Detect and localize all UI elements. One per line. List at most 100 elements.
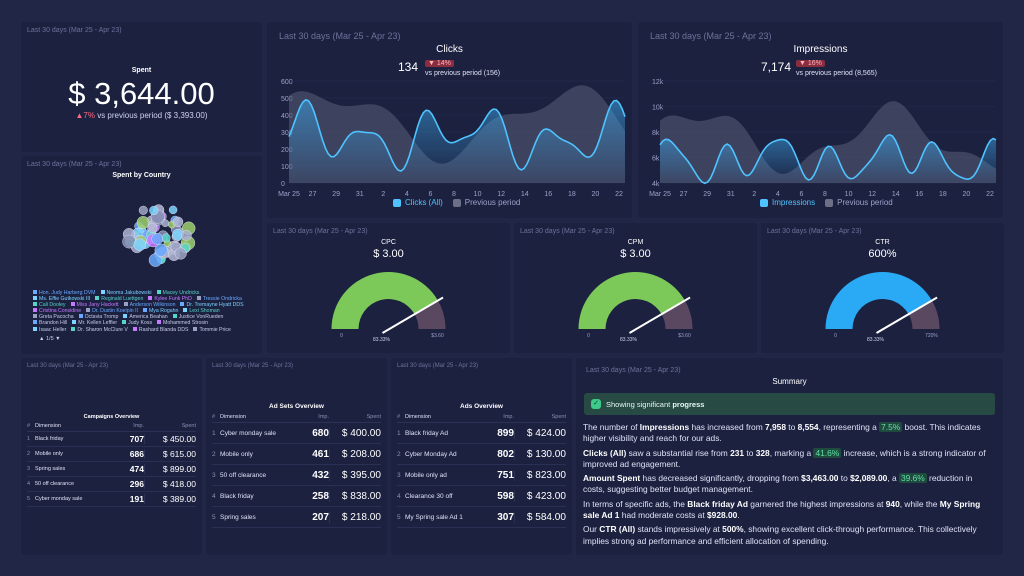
- row-impressions: 802: [497, 448, 514, 460]
- caret-down-icon[interactable]: ▼: [55, 336, 61, 342]
- legend-item[interactable]: Dr. Dustin Koelpin II: [86, 308, 138, 314]
- legend-item[interactable]: Miss Jany Hackett: [70, 302, 119, 308]
- x-tick-label: 18: [568, 191, 576, 197]
- impressions-legend[interactable]: Impressions Previous period: [760, 198, 893, 207]
- progress-icon: ✓: [591, 399, 601, 409]
- caret-up-icon[interactable]: ▲: [39, 336, 45, 342]
- checkbox-icon[interactable]: [452, 198, 461, 207]
- country-bubble: [181, 230, 192, 241]
- table-row[interactable]: 2 Mobile only 461 $ 208.00: [212, 444, 381, 465]
- legend-item[interactable]: Cristina Considine: [33, 308, 81, 314]
- column-header[interactable]: #: [397, 414, 401, 420]
- legend-swatch-icon: [33, 320, 37, 325]
- legend-item[interactable]: Dr. Tremayne Hyatt DDS: [180, 302, 244, 308]
- checkbox-icon[interactable]: [760, 198, 768, 207]
- row-spent: $ 395.00: [329, 469, 381, 481]
- table-row[interactable]: 4 50 off clearance 296 $ 418.00: [27, 477, 196, 492]
- impressions-area-chart[interactable]: 12k 10k 8k 6k 4k Mar 25 27 29 31 2 4 6 8 10 12 14 16 18 20…: [638, 77, 1003, 197]
- legend-item[interactable]: Brandon Hill: [33, 320, 67, 326]
- legend-item[interactable]: Isaac Heller: [33, 326, 66, 333]
- legend-item[interactable]: Hon. Judy Harberg DVM: [33, 290, 96, 296]
- table-row[interactable]: 3 Spring sales 474 $ 899.00: [27, 462, 196, 477]
- country-bubble: [168, 205, 178, 215]
- legend-item[interactable]: Octavia Tromp: [78, 314, 118, 320]
- legend-item[interactable]: Neoma Jakubowski: [100, 290, 152, 296]
- legend-swatch-icon: [142, 308, 147, 313]
- column-header[interactable]: #: [212, 414, 216, 420]
- table-row[interactable]: 5 My Spring sale Ad 1 307 $ 584.00: [397, 507, 566, 528]
- legend-item[interactable]: Macey Undricks: [156, 290, 199, 296]
- x-tick-label: 12: [497, 191, 505, 197]
- legend-pager[interactable]: ▲ 1/5 ▼: [39, 336, 61, 342]
- legend-page: 1/5: [45, 336, 54, 342]
- column-header[interactable]: Dimension: [35, 423, 61, 429]
- column-header[interactable]: Spent: [181, 423, 196, 429]
- legend-item[interactable]: Anderson Wilkinson: [123, 302, 175, 308]
- y-tick-label: 10k: [652, 105, 664, 112]
- column-header[interactable]: Imp.: [133, 423, 144, 429]
- legend-item[interactable]: Tressie Ondricka: [196, 296, 242, 302]
- table-row[interactable]: 5 Spring sales 207 $ 218.00: [212, 507, 381, 528]
- clicks-area-chart[interactable]: 600 500 400 300 200 100 0 Mar 25 27 29 31 2 4 6 8 10 12 1…: [267, 77, 632, 197]
- column-header[interactable]: Dimension: [405, 414, 431, 420]
- gauge-max: $3.60: [431, 333, 444, 339]
- table-row[interactable]: 4 Black friday 258 $ 838.00: [212, 486, 381, 507]
- down-arrow-icon: ▼: [799, 60, 806, 67]
- table-row[interactable]: 2 Mobile only 686 $ 615.00: [27, 447, 196, 462]
- table-row[interactable]: 2 Cyber Monday Ad 802 $ 130.00: [397, 444, 566, 465]
- table-row[interactable]: 1 Black friday 707 $ 450.00: [27, 432, 196, 447]
- bubble-chart[interactable]: [21, 184, 262, 294]
- row-impressions: 207: [312, 511, 329, 523]
- cpc-value: $ 3.00: [373, 248, 404, 260]
- legend-item[interactable]: Mr. Kellen Leffler: [72, 320, 117, 326]
- date-range: Last 30 days (Mar 25 - Apr 23): [650, 31, 772, 41]
- legend-item[interactable]: Kylee Funk PhD: [148, 296, 192, 302]
- legend-item[interactable]: Ms. Effie Gutkowski III: [33, 296, 90, 302]
- legend-item[interactable]: Dr. Sharon McClure V: [71, 326, 128, 333]
- column-header[interactable]: Imp.: [318, 414, 329, 420]
- x-tick-label: 10: [845, 191, 853, 197]
- row-dimension: Spring sales: [35, 466, 66, 472]
- legend-label: Cristina Considine: [39, 308, 82, 315]
- column-header[interactable]: Imp.: [503, 414, 514, 420]
- row-impressions: 461: [312, 448, 329, 460]
- legend-label: Mya Rogahn: [148, 308, 179, 315]
- legend-item[interactable]: Mohammed Strosin: [157, 320, 208, 326]
- legend-item[interactable]: Mya Rogahn: [142, 308, 179, 315]
- column-header[interactable]: Dimension: [220, 414, 246, 420]
- legend-item[interactable]: Cali Dooley: [33, 302, 66, 308]
- legend-item[interactable]: Greta Pacocha: [33, 314, 74, 320]
- legend-swatch-icon: [183, 308, 188, 313]
- legend-item[interactable]: Rashard Blanda DDS: [132, 326, 188, 333]
- legend-item[interactable]: Reginald Luettgen: [95, 296, 143, 302]
- table-row[interactable]: 4 Clearance 30 off 598 $ 423.00: [397, 486, 566, 507]
- gauge-min: 0: [834, 333, 837, 339]
- table-row[interactable]: 5 Cyber monday sale 191 $ 389.00: [27, 492, 196, 507]
- row-dimension: Spring sales: [220, 513, 256, 521]
- country-card: Last 30 days (Mar 25 - Apr 23) Spent by …: [21, 156, 262, 354]
- legend-item[interactable]: Tommie Price: [193, 326, 231, 333]
- table-row[interactable]: 3 50 off clearance 432 $ 395.00: [212, 465, 381, 486]
- legend-item[interactable]: Lexi Shoman: [183, 308, 220, 314]
- legend-item[interactable]: Justice VonRueden: [172, 314, 223, 320]
- x-tick-label: 2: [752, 191, 756, 197]
- checkbox-icon[interactable]: [393, 198, 401, 207]
- summary-text: The number of Impressions has increased …: [583, 422, 986, 546]
- clicks-legend[interactable]: Clicks (All) Previous period: [393, 198, 520, 207]
- legend-item[interactable]: Judy Koss: [122, 320, 152, 326]
- column-header[interactable]: Spent: [551, 414, 566, 420]
- table-row[interactable]: 1 Cyber monday sale 680 $ 400.00: [212, 423, 381, 444]
- row-spent: $ 584.00: [514, 511, 566, 523]
- country-bubble: [161, 219, 170, 228]
- table-row[interactable]: 3 Mobile only ad 751 $ 823.00: [397, 465, 566, 486]
- legend-swatch-icon: [33, 296, 37, 301]
- legend-item[interactable]: America Beahan: [123, 314, 168, 320]
- column-header[interactable]: Spent: [366, 414, 381, 420]
- column-header[interactable]: #: [27, 423, 31, 429]
- row-dimension: Clearance 30 off: [405, 492, 453, 500]
- checkbox-icon[interactable]: [825, 198, 834, 207]
- impressions-value: 7,174: [761, 60, 792, 74]
- table-row[interactable]: 1 Black friday Ad 899 $ 424.00: [397, 423, 566, 444]
- y-tick-label: 200: [281, 147, 293, 154]
- row-impressions: 899: [497, 427, 514, 439]
